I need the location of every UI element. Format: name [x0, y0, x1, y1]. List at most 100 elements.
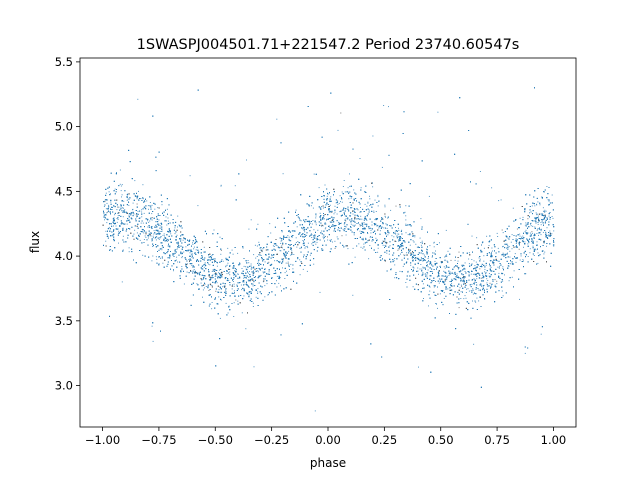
data-point: [377, 247, 379, 249]
data-point: [446, 288, 448, 290]
data-point: [372, 135, 374, 137]
data-point: [512, 207, 514, 209]
data-point: [395, 205, 397, 207]
data-point: [211, 302, 213, 303]
data-point: [279, 250, 281, 252]
data-point: [462, 264, 464, 266]
data-point: [296, 226, 298, 228]
data-point: [553, 230, 555, 232]
data-point: [467, 288, 469, 290]
data-point: [519, 233, 521, 235]
data-point: [235, 268, 237, 270]
data-point: [156, 258, 158, 260]
data-point: [262, 281, 264, 283]
data-point: [151, 228, 153, 229]
data-point: [420, 244, 422, 246]
data-point: [382, 242, 383, 244]
data-point: [370, 229, 372, 231]
data-point: [316, 238, 318, 240]
data-point: [161, 230, 163, 232]
data-point: [178, 224, 180, 226]
data-point: [181, 256, 183, 257]
data-point: [398, 229, 400, 231]
data-point: [490, 285, 492, 287]
data-point: [232, 253, 234, 255]
data-point: [488, 245, 490, 246]
data-point: [384, 245, 386, 247]
data-point: [347, 218, 349, 220]
data-point: [482, 274, 484, 276]
data-point: [543, 218, 544, 220]
data-point: [333, 229, 335, 231]
data-point: [214, 258, 216, 260]
data-point: [257, 261, 259, 263]
data-point: [337, 129, 339, 131]
data-point: [389, 245, 391, 247]
data-point: [388, 106, 389, 108]
data-point: [461, 285, 463, 287]
data-point: [329, 204, 331, 206]
data-point: [249, 271, 250, 272]
data-point: [136, 232, 138, 234]
data-point: [458, 270, 460, 272]
data-point: [258, 241, 260, 243]
data-point: [248, 262, 250, 264]
data-point: [138, 190, 139, 192]
data-point: [423, 298, 424, 299]
data-point: [420, 264, 422, 265]
data-point: [243, 281, 245, 283]
data-point: [258, 254, 260, 256]
data-point: [179, 226, 181, 228]
data-point: [305, 246, 307, 248]
data-point: [149, 220, 151, 222]
data-point: [398, 233, 400, 235]
data-point: [524, 241, 526, 243]
data-point: [356, 218, 358, 220]
data-point: [498, 200, 500, 202]
data-point: [419, 259, 420, 261]
data-point: [465, 272, 467, 273]
data-point: [381, 226, 383, 228]
data-point: [375, 237, 377, 239]
data-point: [522, 238, 524, 240]
data-point: [252, 283, 254, 285]
data-point: [540, 234, 542, 236]
data-point: [345, 218, 347, 220]
data-point: [379, 230, 381, 232]
data-point: [484, 271, 486, 273]
data-point: [383, 105, 385, 106]
data-point: [353, 189, 355, 191]
data-point: [370, 227, 372, 229]
data-point: [186, 271, 188, 273]
data-point: [209, 264, 211, 266]
data-point: [432, 252, 433, 254]
data-point: [525, 222, 527, 224]
data-point: [470, 273, 472, 275]
data-point: [502, 266, 504, 268]
data-point: [264, 261, 266, 263]
data-point: [141, 209, 143, 211]
data-point: [132, 211, 134, 213]
data-point: [300, 247, 302, 249]
data-point: [489, 282, 491, 284]
data-point: [529, 248, 531, 250]
data-point: [220, 287, 221, 289]
data-point: [187, 267, 188, 268]
data-point: [151, 219, 153, 221]
data-point: [429, 290, 431, 292]
data-point: [537, 252, 539, 254]
data-point: [410, 264, 412, 266]
data-point: [105, 230, 107, 232]
data-point: [451, 285, 453, 287]
data-point: [168, 231, 170, 233]
data-point: [158, 263, 160, 265]
data-point: [269, 223, 271, 225]
data-point: [289, 247, 291, 249]
data-point: [548, 215, 550, 217]
data-point: [120, 185, 122, 187]
data-point: [486, 278, 488, 280]
data-point: [349, 185, 351, 187]
data-point: [307, 242, 309, 244]
data-point: [189, 175, 191, 177]
data-point: [268, 271, 270, 273]
